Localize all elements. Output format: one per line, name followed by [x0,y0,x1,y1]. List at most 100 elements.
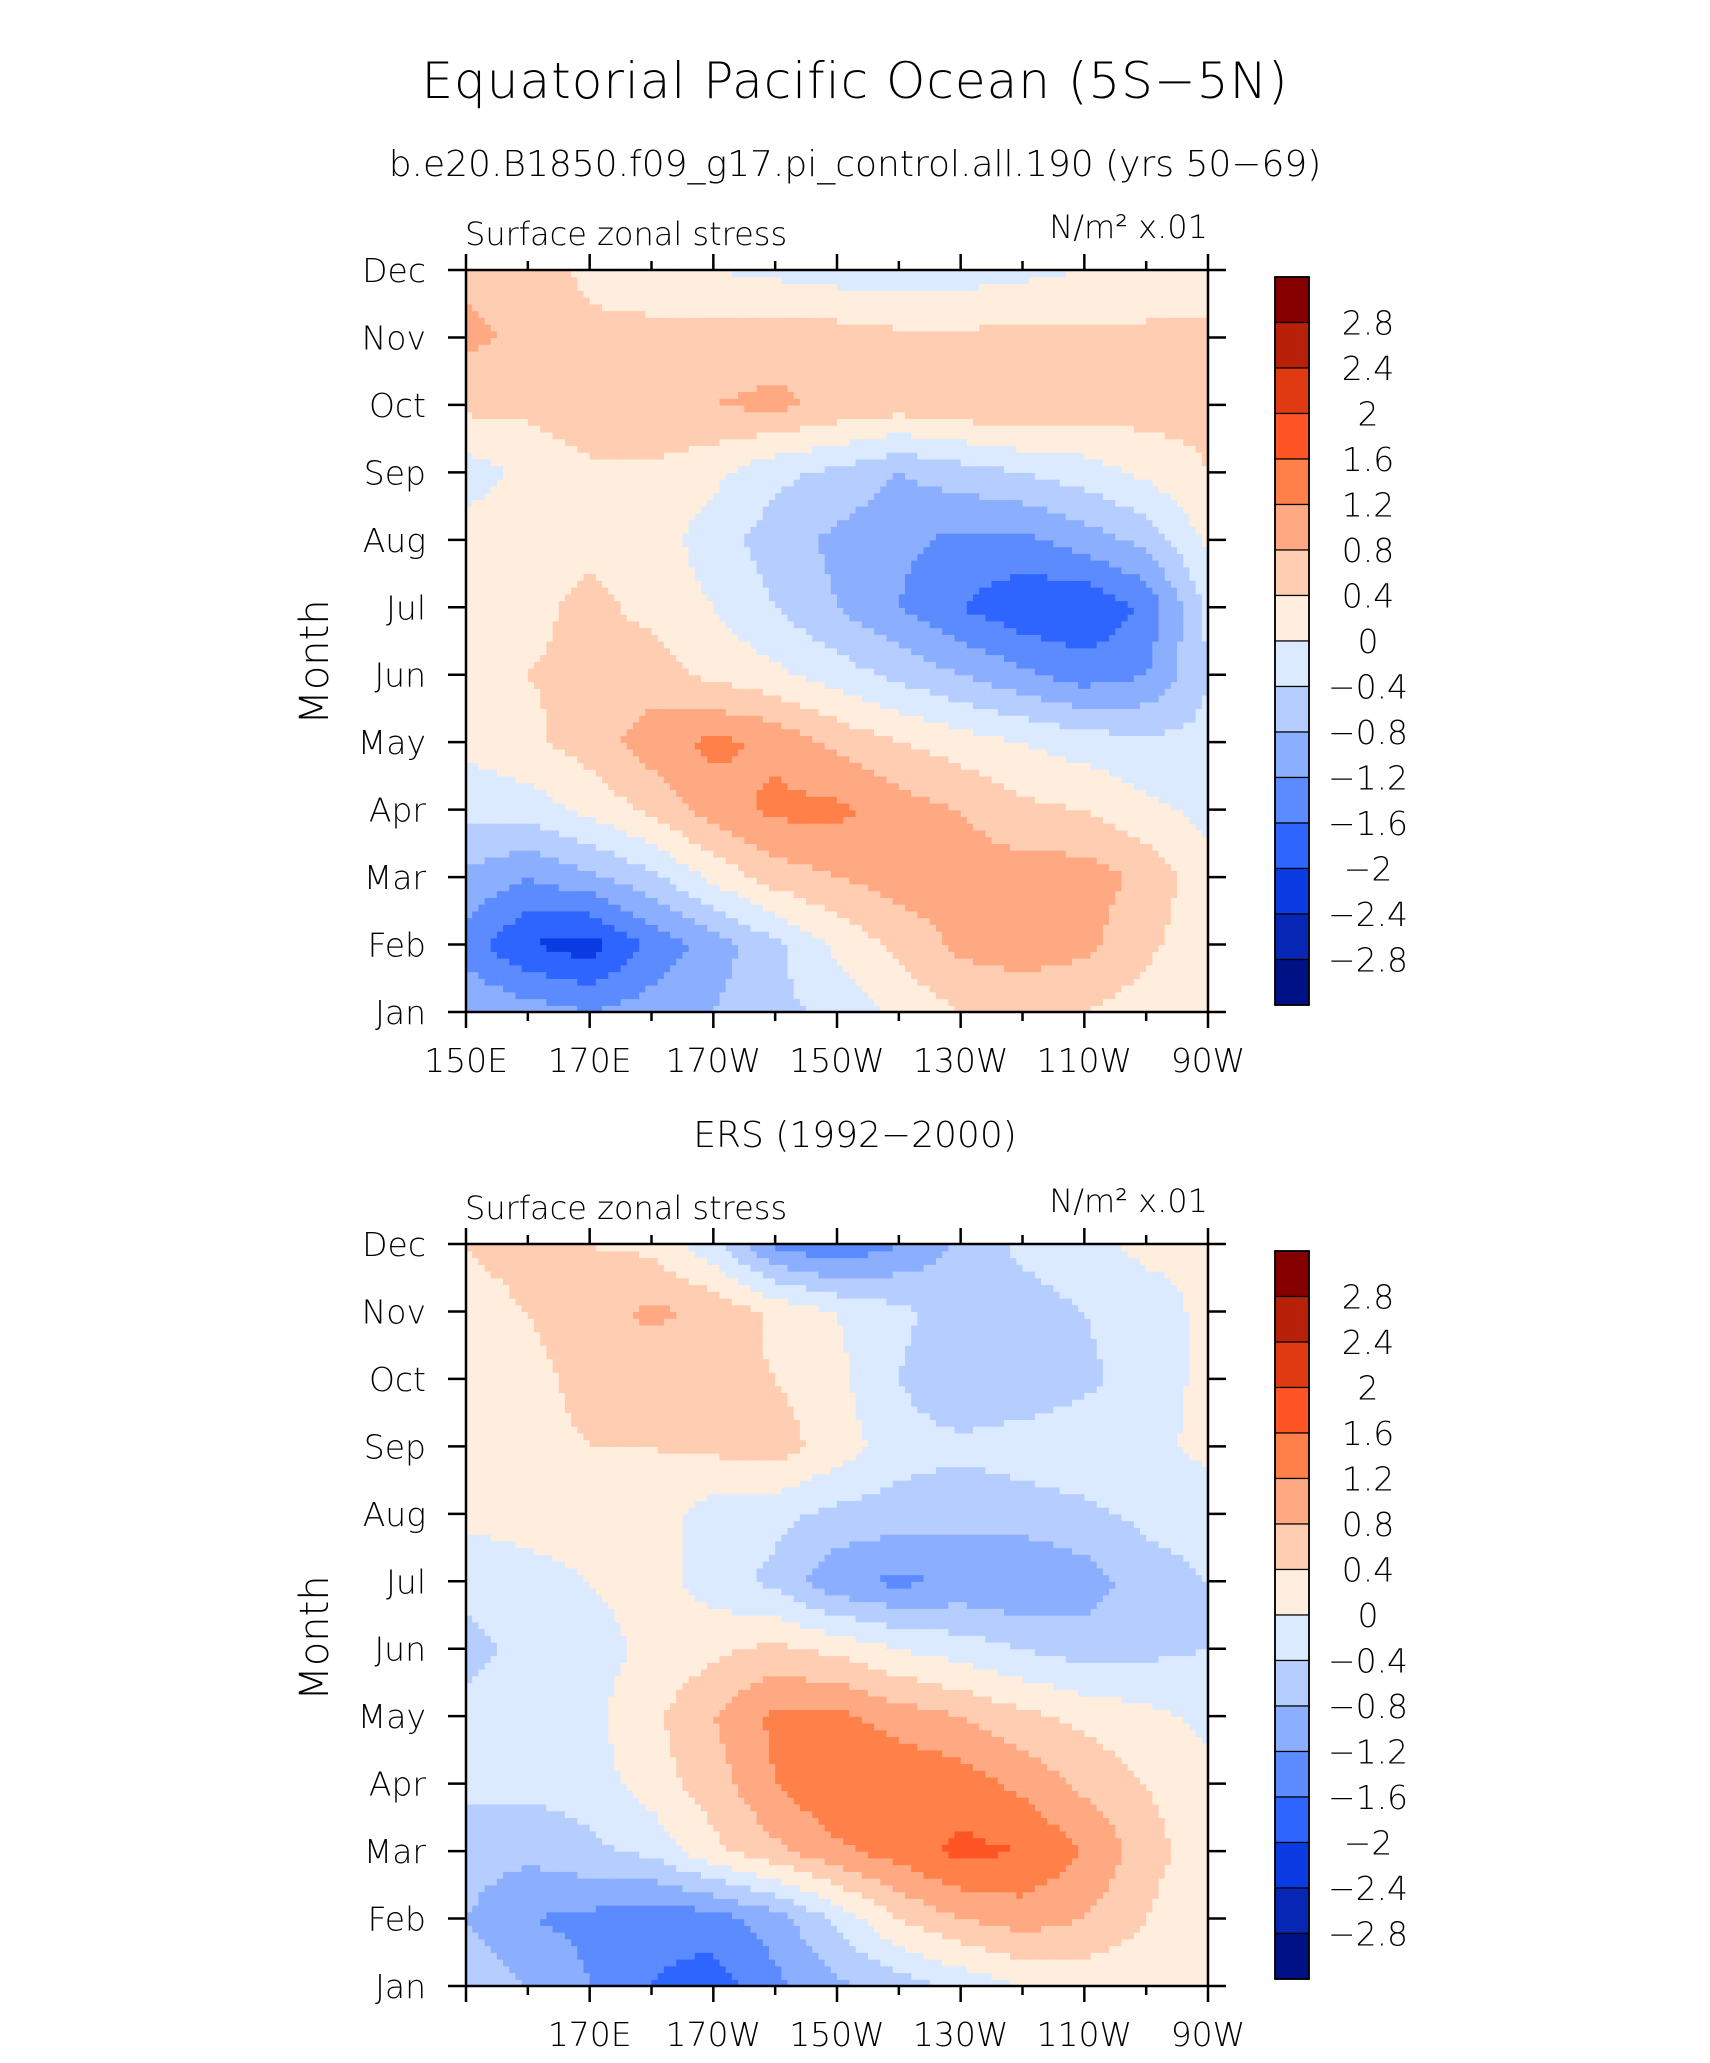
contour-cell [818,789,825,796]
contour-cell [954,958,961,965]
contour-cell [1016,992,1023,999]
contour-cell [843,742,850,749]
contour-cell [546,735,553,742]
contour-cell [1035,850,1042,857]
contour-cell [1072,789,1079,796]
contour-cell [911,884,918,891]
contour-cell [478,816,485,823]
contour-cell [880,891,887,898]
contour-cell [701,864,708,871]
contour-cell [497,803,504,810]
contour-cell [553,823,560,830]
contour-cell [689,891,696,898]
contour-cell [1053,884,1060,891]
contour-cell [577,857,584,864]
contour-cell [831,796,838,803]
contour-cell [837,904,844,911]
contour-cell [701,796,708,803]
contour-cell [1060,830,1067,837]
contour-cell [1047,850,1054,857]
contour-cell [528,985,535,992]
contour-cell [658,823,665,830]
contour-cell [1035,911,1042,918]
contour-cell [1029,816,1036,823]
contour-cell [614,870,621,877]
contour-cell [1047,918,1054,925]
contour-cell [781,951,788,958]
contour-cell [893,897,900,904]
contour-cell [856,735,863,742]
contour-cell [1023,884,1030,891]
contour-cell [503,918,510,925]
contour-cell [534,958,541,965]
contour-cell [744,789,751,796]
contour-cell [868,823,875,830]
contour-cell [1097,864,1104,871]
contour-cell [862,870,869,877]
contour-cell [707,837,714,844]
contour-cell [769,924,776,931]
contour-cell [565,870,572,877]
contour-cell [1047,783,1054,790]
contour-cell [998,897,1005,904]
contour-cell [936,816,943,823]
contour-cell [948,742,955,749]
contour-cell [1121,958,1128,965]
contour-cell [874,803,881,810]
contour-cell [485,749,492,756]
contour-cell [1134,783,1141,790]
contour-cell [1010,742,1017,749]
contour-cell [961,864,968,871]
contour-cell [930,796,937,803]
contour-cell [1121,756,1128,763]
contour-cell [992,891,999,898]
contour-cell [985,837,992,844]
contour-cell [769,789,776,796]
contour-cell [689,958,696,965]
contour-cell [540,803,547,810]
contour-cell [534,931,541,938]
contour-cell [831,978,838,985]
contour-cell [794,776,801,783]
contour-cell [540,864,547,871]
contour-cell [1140,830,1147,837]
contour-cell [1072,951,1079,958]
contour-cell [664,803,671,810]
contour-cell [825,945,832,952]
contour-cell [794,756,801,763]
contour-cell [713,816,720,823]
contour-cell [788,918,795,925]
contour-cell [806,992,813,999]
contour-cell [559,870,566,877]
contour-cell [1084,783,1091,790]
contour-cell [621,742,628,749]
contour-cell [936,870,943,877]
contour-cell [942,850,949,857]
contour-cell [1023,985,1030,992]
contour-cell [856,978,863,985]
contour-cell [967,783,974,790]
contour-cell [1078,938,1085,945]
contour-cell [1084,857,1091,864]
contour-cell [707,796,714,803]
contour-cell [540,816,547,823]
contour-cell [874,864,881,871]
contour-cell [472,803,479,810]
contour-cell [1134,884,1141,891]
contour-cell [472,742,479,749]
contour-cell [998,951,1005,958]
contour-cell [886,972,893,979]
contour-cell [546,783,553,790]
contour-cell [1146,911,1153,918]
contour-cell [1023,965,1030,972]
contour-cell [930,870,937,877]
contour-cell [639,749,646,756]
contour-cell [1165,911,1172,918]
contour-cell [645,978,652,985]
contour-cell [720,776,727,783]
contour-cell [769,951,776,958]
contour-cell [1078,911,1085,918]
contour-cell [689,978,696,985]
contour-cell [658,742,665,749]
contour-cell [917,992,924,999]
